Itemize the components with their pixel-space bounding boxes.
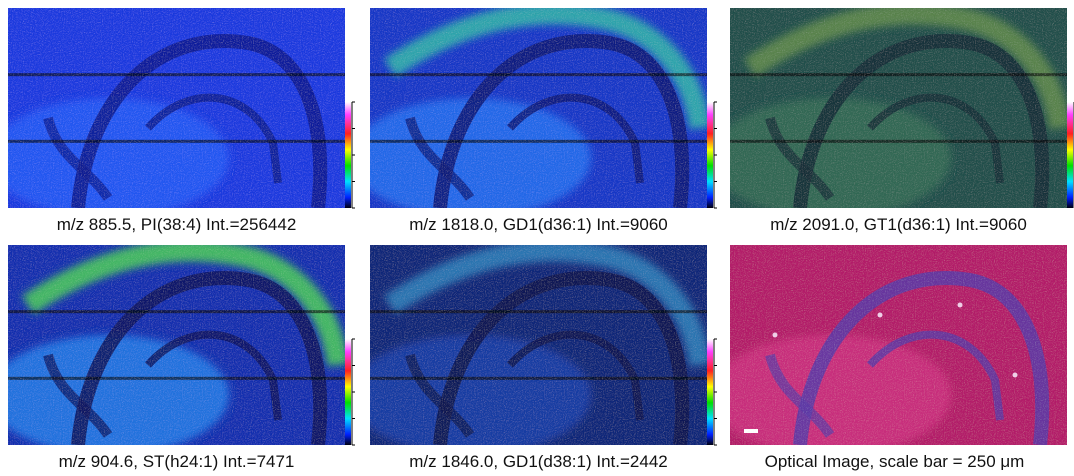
colorbar-fill xyxy=(707,102,713,208)
panel xyxy=(351,245,717,455)
tile-seam xyxy=(730,140,1067,143)
image-tone xyxy=(0,98,229,218)
colorbar xyxy=(1067,102,1074,208)
panel xyxy=(711,8,1074,218)
colorbar-fill xyxy=(345,339,351,445)
tile-seam xyxy=(730,73,1067,76)
ms-image xyxy=(0,8,345,218)
panel xyxy=(351,8,717,218)
colorbar xyxy=(707,339,717,445)
speck xyxy=(958,303,963,308)
caption: m/z 1846.0, GD1(d38:1) Int.=2442 xyxy=(409,452,667,471)
colorbar xyxy=(345,339,355,445)
ms-image xyxy=(351,245,707,455)
caption: m/z 885.5, PI(38:4) Int.=256442 xyxy=(57,215,297,234)
colorbar-fill xyxy=(1067,102,1073,208)
panel xyxy=(711,245,1067,455)
speck xyxy=(773,333,778,338)
caption: m/z 904.6, ST(h24:1) Int.=7471 xyxy=(59,452,295,471)
colorbar-fill xyxy=(345,102,351,208)
panel xyxy=(0,245,355,455)
caption: m/z 1818.0, GD1(d36:1) Int.=9060 xyxy=(409,215,667,234)
ms-image xyxy=(0,245,345,455)
speck xyxy=(1013,373,1018,378)
scale-bar xyxy=(744,429,758,433)
speck xyxy=(878,313,883,318)
tile-seam xyxy=(370,310,707,313)
panel xyxy=(0,8,355,218)
tile-seam xyxy=(370,73,707,76)
tile-seam xyxy=(8,377,345,380)
colorbar xyxy=(345,102,355,208)
tile-seam xyxy=(370,140,707,143)
tile-seam xyxy=(370,377,707,380)
ms-image xyxy=(711,245,1067,455)
ms-image xyxy=(351,8,707,218)
ms-image xyxy=(711,8,1067,218)
image-tone xyxy=(0,335,229,455)
tile-seam xyxy=(8,310,345,313)
caption: Optical Image, scale bar = 250 μm xyxy=(765,452,1025,471)
colorbar xyxy=(707,102,717,208)
colorbar-fill xyxy=(707,339,713,445)
caption: m/z 2091.0, GT1(d36:1) Int.=9060 xyxy=(770,215,1027,234)
figure: m/z 885.5, PI(38:4) Int.=256442 m/z 1818.… xyxy=(0,0,1074,476)
tile-seam xyxy=(8,73,345,76)
tile-seam xyxy=(8,140,345,143)
